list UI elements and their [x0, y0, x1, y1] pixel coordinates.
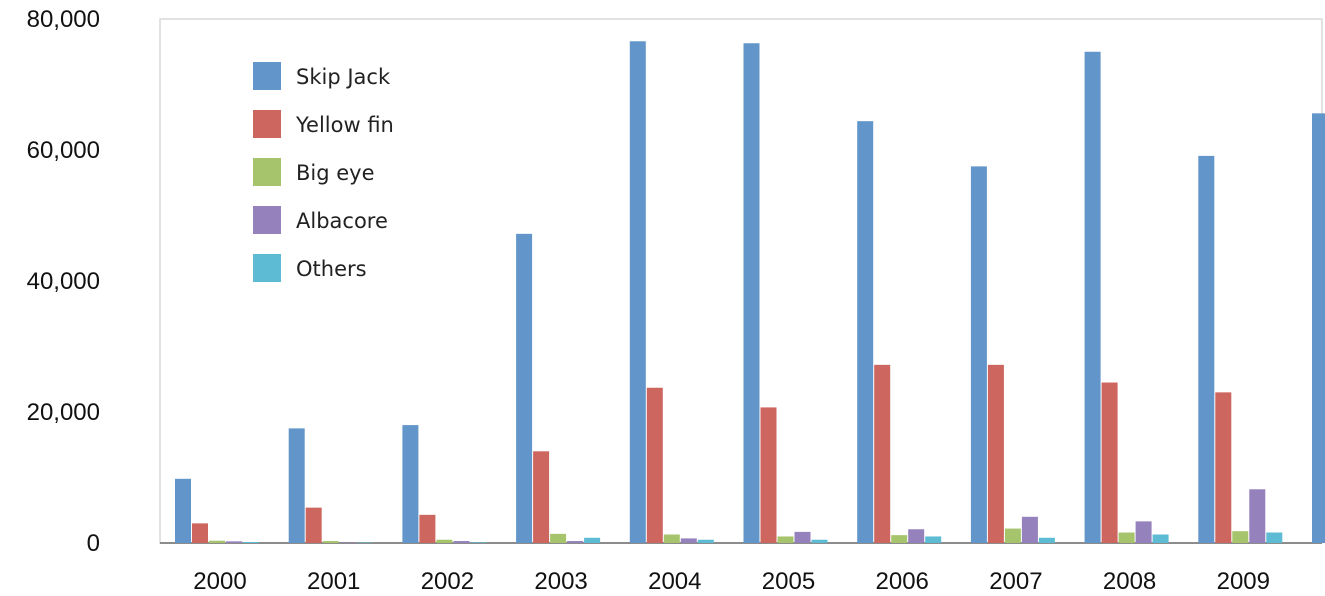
- bar-others-2006: [925, 536, 942, 543]
- bar-big-eye-2007: [1004, 528, 1021, 543]
- bar-yellow-fin-2009: [1215, 392, 1232, 543]
- x-tick-label: 2001: [307, 568, 360, 595]
- y-tick-label: 20,000: [27, 399, 100, 426]
- x-tick-label: 2005: [762, 568, 815, 595]
- bar-skip-jack-2006: [857, 121, 874, 544]
- bar-others-2004: [697, 539, 714, 543]
- bar-skip-jack-2010: [1312, 113, 1325, 543]
- bar-albacore-2000: [226, 541, 242, 543]
- plot-area-border: [159, 18, 1323, 544]
- x-tick-label: 2006: [876, 568, 929, 595]
- bar-big-eye-2005: [777, 536, 794, 543]
- bar-others-2008: [1152, 534, 1169, 543]
- x-tick-label: 2003: [534, 568, 587, 595]
- x-tick-label: 2002: [421, 568, 474, 595]
- bar-big-eye-2000: [209, 540, 225, 543]
- bar-yellow-fin-2005: [760, 407, 777, 543]
- legend-label: Yellow fin: [295, 113, 394, 137]
- bar-others-2007: [1038, 537, 1055, 543]
- bar-skip-jack-2000: [175, 478, 191, 543]
- bar-big-eye-2004: [663, 534, 680, 543]
- bar-albacore-2008: [1135, 521, 1152, 543]
- bar-yellow-fin-2002: [419, 514, 436, 543]
- y-tick-label: 40,000: [27, 268, 100, 295]
- legend-swatch-albacore: [253, 206, 281, 234]
- legend-label: Skip Jack: [296, 65, 391, 89]
- y-tick-label: 60,000: [27, 137, 100, 164]
- bar-albacore-2009: [1249, 489, 1266, 543]
- bar-others-2005: [811, 539, 828, 543]
- legend-label: Big eye: [296, 161, 375, 185]
- bar-albacore-2006: [908, 529, 925, 543]
- x-tick-label: 2009: [1217, 568, 1270, 595]
- bar-skip-jack-2004: [629, 41, 646, 544]
- bar-albacore-2003: [567, 541, 584, 543]
- legend-swatch-big-eye: [253, 158, 281, 186]
- bar-albacore-2001: [339, 542, 356, 543]
- y-tick-label: 0: [87, 530, 100, 557]
- bar-skip-jack-2008: [1084, 51, 1101, 543]
- bar-yellow-fin-2006: [874, 364, 891, 543]
- legend-swatch-skip-jack: [253, 62, 281, 90]
- y-axis-ticks: 0 20,000 40,000 60,000 80,000: [27, 6, 100, 557]
- bar-skip-jack-2009: [1198, 155, 1215, 543]
- bar-albacore-2007: [1021, 516, 1038, 543]
- x-tick-label: 2004: [648, 568, 701, 595]
- bar-skip-jack-2007: [970, 166, 987, 544]
- bar-others-2002: [470, 542, 487, 543]
- bar-albacore-2005: [794, 531, 811, 543]
- bars: [175, 41, 1325, 544]
- x-axis-ticks: 2000 2001 2002 2003 2004 2005 2006 2007 2008 2009…: [193, 568, 1270, 595]
- bar-big-eye-2008: [1118, 532, 1135, 543]
- bar-skip-jack-2001: [288, 428, 305, 544]
- bar-others-2003: [584, 537, 601, 543]
- bar-skip-jack-2002: [402, 425, 419, 543]
- bar-skip-jack-2003: [516, 233, 533, 543]
- y-tick-label: 80,000: [27, 6, 100, 33]
- legend-label: Others: [296, 257, 367, 281]
- bar-yellow-fin-2007: [987, 364, 1004, 543]
- legend-swatch-yellow-fin: [253, 110, 281, 138]
- bar-albacore-2002: [453, 541, 470, 543]
- bar-others-2009: [1266, 532, 1283, 543]
- x-tick-label: 2000: [193, 568, 246, 595]
- bar-others-2000: [243, 542, 259, 543]
- bar-yellow-fin-2008: [1101, 382, 1118, 543]
- bar-big-eye-2003: [550, 533, 567, 543]
- legend-label: Albacore: [296, 209, 388, 233]
- bar-others-2001: [356, 542, 373, 543]
- bar-big-eye-2009: [1232, 531, 1249, 543]
- bar-yellow-fin-2004: [646, 387, 663, 543]
- bar-yellow-fin-2003: [533, 451, 550, 543]
- x-tick-label: 2008: [1103, 568, 1156, 595]
- bar-albacore-2004: [680, 538, 697, 543]
- bar-yellow-fin-2000: [192, 523, 208, 543]
- legend: Skip Jack Yellow fin Big eye Albacore Others: [253, 62, 394, 282]
- bar-big-eye-2002: [436, 539, 453, 543]
- bar-skip-jack-2005: [743, 43, 760, 544]
- legend-swatch-others: [253, 254, 281, 282]
- bar-big-eye-2001: [322, 541, 339, 543]
- bar-yellow-fin-2001: [305, 507, 322, 543]
- bar-big-eye-2006: [891, 535, 908, 543]
- x-tick-label: 2007: [989, 568, 1042, 595]
